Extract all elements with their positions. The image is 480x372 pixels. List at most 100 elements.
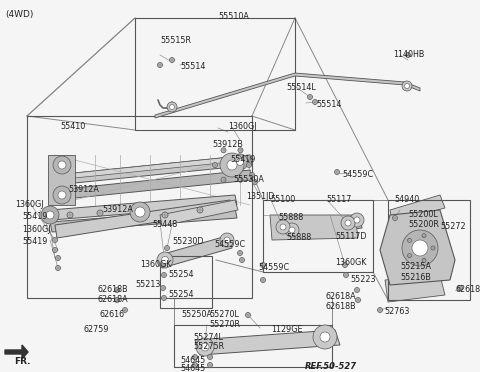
Circle shape [335,170,339,174]
Text: 55215A: 55215A [400,262,431,271]
Text: 55230D: 55230D [172,237,204,246]
Text: 55117D: 55117D [335,232,367,241]
Circle shape [355,288,360,292]
Polygon shape [385,275,445,302]
Bar [174,325,332,367]
Text: 55213: 55213 [135,280,160,289]
Text: REF.50-527: REF.50-527 [305,362,357,371]
Circle shape [167,102,177,112]
Polygon shape [390,195,445,222]
Text: 1360GJ: 1360GJ [22,225,50,234]
Text: 1351JD: 1351JD [246,192,275,201]
Polygon shape [5,345,28,359]
Circle shape [405,83,409,89]
Circle shape [431,246,435,250]
Circle shape [354,217,360,223]
Polygon shape [48,155,75,205]
Circle shape [161,295,167,301]
Circle shape [280,224,286,230]
Circle shape [197,207,203,213]
Circle shape [67,212,73,218]
Circle shape [213,163,217,167]
Circle shape [422,234,426,238]
Circle shape [232,154,248,170]
Text: 55419: 55419 [22,212,48,221]
Bar [263,200,373,272]
Circle shape [160,285,166,291]
Text: 55216B: 55216B [400,273,431,282]
Bar [27,116,252,298]
Circle shape [201,343,209,351]
Circle shape [122,308,128,312]
Text: 54645: 54645 [180,364,205,372]
Text: 55530A: 55530A [233,175,264,184]
Text: 55250A: 55250A [181,310,212,319]
Circle shape [377,308,383,312]
Text: 55888: 55888 [286,233,311,242]
Text: 53912B: 53912B [212,140,243,149]
Circle shape [160,263,166,267]
Circle shape [344,273,348,278]
Text: 53912A: 53912A [68,185,99,194]
Circle shape [115,298,120,302]
Circle shape [245,312,251,317]
Circle shape [192,362,197,368]
Circle shape [169,58,175,62]
Bar [160,256,212,308]
Text: 55270R: 55270R [209,320,240,329]
Text: 55515R: 55515R [160,36,191,45]
Circle shape [52,247,58,253]
Circle shape [46,211,54,219]
Circle shape [402,230,438,266]
Circle shape [162,212,168,218]
Text: 55514: 55514 [180,62,205,71]
Polygon shape [285,215,362,238]
Circle shape [412,240,428,256]
Circle shape [261,263,265,267]
Circle shape [52,237,58,243]
Circle shape [56,256,60,260]
Circle shape [56,266,60,270]
Circle shape [276,220,290,234]
Text: FR.: FR. [14,357,31,366]
Circle shape [53,156,71,174]
Polygon shape [50,195,237,220]
Text: 1140HB: 1140HB [393,50,424,59]
Circle shape [343,263,348,267]
Circle shape [207,355,213,359]
Circle shape [250,173,254,177]
Circle shape [393,215,397,221]
Circle shape [261,278,265,282]
Circle shape [402,81,412,91]
Text: 55514: 55514 [316,100,341,109]
Text: 55254: 55254 [168,290,193,299]
Circle shape [130,202,150,222]
Polygon shape [55,155,250,180]
Polygon shape [380,210,455,285]
Circle shape [406,52,410,58]
Text: 1360GJ: 1360GJ [15,200,44,209]
Polygon shape [160,235,232,268]
Text: 55410: 55410 [60,122,85,131]
Circle shape [312,99,317,105]
Circle shape [320,332,330,342]
Text: 54559C: 54559C [214,240,245,249]
Text: 62618A: 62618A [98,295,129,304]
Circle shape [345,220,351,226]
Text: 53912A: 53912A [102,205,133,214]
Circle shape [240,257,244,263]
Text: 1360GK: 1360GK [335,258,366,267]
Bar [388,200,470,300]
Circle shape [285,223,299,237]
Text: 55254: 55254 [168,270,193,279]
Circle shape [350,213,364,227]
Text: 62618B: 62618B [455,285,480,294]
Circle shape [356,298,360,302]
Polygon shape [160,200,238,226]
Circle shape [115,288,120,292]
Circle shape [135,207,145,217]
Text: 55275R: 55275R [193,342,224,351]
Circle shape [97,210,103,216]
Polygon shape [195,330,340,355]
Circle shape [408,254,411,258]
